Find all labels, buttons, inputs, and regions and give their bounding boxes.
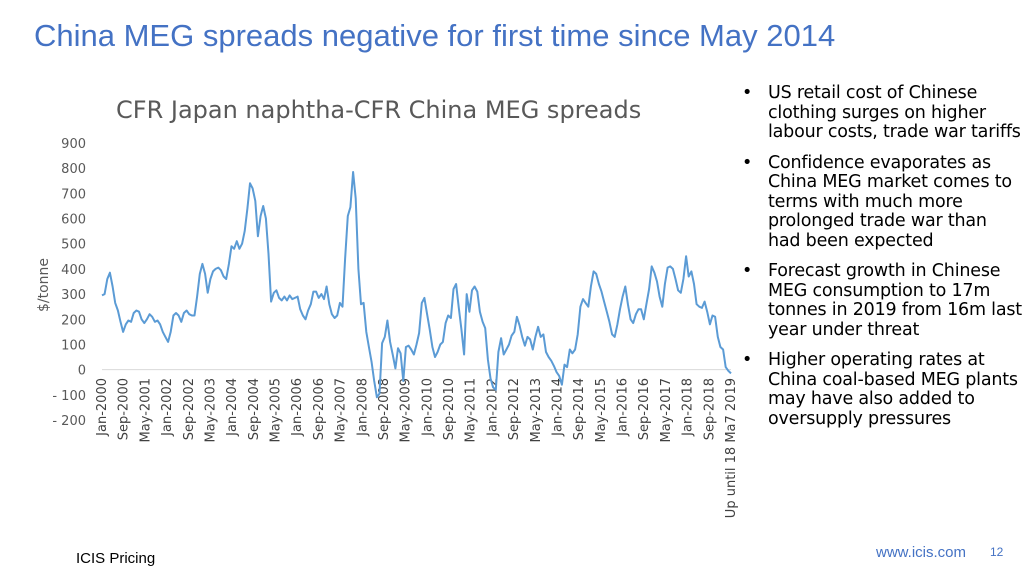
y-tick-label: 500 xyxy=(61,238,86,253)
x-tick-label: May-2007 xyxy=(334,378,349,442)
y-tick-label: 700 xyxy=(61,187,86,202)
y-tick-label: 300 xyxy=(61,288,86,303)
x-tick-label: Sep-2008 xyxy=(377,378,392,440)
bullet-list: US retail cost of Chinese clothing surge… xyxy=(740,83,1022,440)
x-tick-label: Sep-2012 xyxy=(507,378,522,440)
y-tick-label: 200 xyxy=(61,313,86,328)
spread-line-chart: 900 800 700 600 500 400 300 200 100 0 - 100 - 200 $… xyxy=(36,137,739,518)
x-tick-label: May-2009 xyxy=(399,378,414,442)
x-tick-label: May-2003 xyxy=(203,378,218,442)
x-tick-label: Jan-2002 xyxy=(160,378,175,437)
x-tick-label: May-2017 xyxy=(659,378,674,442)
page-number: 12 xyxy=(990,545,1004,559)
x-tick-label: Jan-2000 xyxy=(95,378,110,437)
y-tick-label: - 100 xyxy=(52,389,86,404)
y-tick-label: 100 xyxy=(61,338,86,353)
bullet-item: US retail cost of Chinese clothing surge… xyxy=(740,83,1022,143)
y-axis-label: $/tonne xyxy=(36,258,52,312)
x-tick-label: May-2005 xyxy=(269,378,284,442)
x-tick-label: Sep-2000 xyxy=(117,378,132,440)
y-tick-label: 0 xyxy=(78,364,86,379)
y-tick-label: 900 xyxy=(61,137,86,152)
x-tick-label: May-2015 xyxy=(594,378,609,442)
x-tick-label: May-2013 xyxy=(529,378,544,442)
x-tick-label: Sep-2018 xyxy=(702,378,717,440)
x-tick-label: Sep-2014 xyxy=(572,378,587,440)
x-tick-label: Jan-2012 xyxy=(485,378,500,437)
bullet-item: Forecast growth in Chinese MEG consumpti… xyxy=(740,261,1022,340)
y-axis-ticks: 900 800 700 600 500 400 300 200 100 0 - 100 - 200 xyxy=(52,137,86,429)
x-tick-label: Jan-2018 xyxy=(681,378,696,437)
series-line xyxy=(101,171,732,399)
x-tick-label: Sep-2016 xyxy=(637,378,652,440)
x-tick-label: Sep-2006 xyxy=(312,378,327,440)
y-tick-label: 400 xyxy=(61,263,86,278)
x-tick-label: Jan-2008 xyxy=(355,378,370,437)
chart-title: CFR Japan naphtha-CFR China MEG spreads xyxy=(116,96,642,124)
x-tick-label: Jan-2014 xyxy=(550,378,565,437)
x-tick-label: Sep-2004 xyxy=(247,378,262,440)
slide-title: China MEG spreads negative for first tim… xyxy=(34,18,836,53)
y-tick-label: 600 xyxy=(61,213,86,228)
x-tick-label: Jan-2016 xyxy=(616,378,631,437)
x-axis-ticks: Jan-2000 Sep-2000 May-2001 Jan-2002 Sep-2002… xyxy=(95,378,739,518)
bullet-item: Confidence evaporates as China MEG marke… xyxy=(740,153,1022,252)
y-tick-label: - 200 xyxy=(52,414,86,429)
x-tick-label: May-2011 xyxy=(464,378,479,442)
x-tick-label: Sep-2010 xyxy=(442,378,457,440)
x-tick-label: Jan-2006 xyxy=(290,378,305,437)
footer-url-link[interactable]: www.icis.com xyxy=(876,544,967,561)
bullet-item: Higher operating rates at China coal-bas… xyxy=(740,350,1022,429)
x-tick-label: May-2001 xyxy=(138,378,153,442)
y-tick-label: 800 xyxy=(61,162,86,177)
x-tick-label: Up until 18 Ma7 2019 xyxy=(724,378,739,518)
x-tick-label: Jan-2004 xyxy=(225,378,240,437)
x-tick-label: Jan-2010 xyxy=(420,378,435,437)
x-tick-label: Sep-2002 xyxy=(182,378,197,440)
footer-source: ICIS Pricing xyxy=(76,550,156,567)
